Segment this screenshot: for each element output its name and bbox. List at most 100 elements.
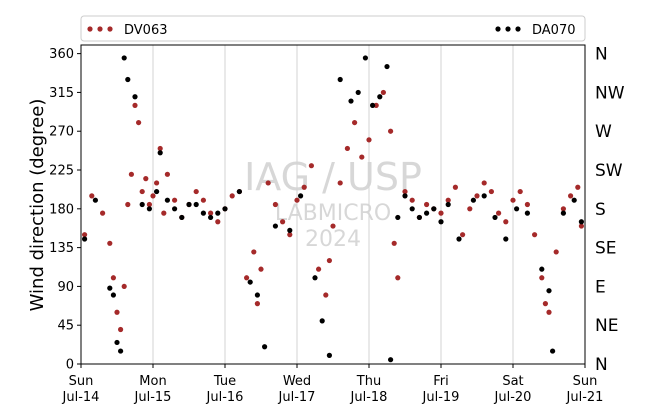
- point-da070: [337, 76, 343, 83]
- point-dv063: [89, 193, 95, 199]
- legend-box: [80, 15, 586, 42]
- point-dv063: [110, 275, 116, 281]
- point-dv063: [542, 301, 549, 307]
- x-tick-label-date: Jul-16: [206, 390, 244, 405]
- point-dv063: [359, 154, 365, 160]
- point-dv063: [575, 184, 581, 190]
- point-dv063: [546, 309, 552, 315]
- point-da070: [157, 150, 163, 156]
- point-dv063: [481, 180, 487, 186]
- point-da070: [82, 236, 88, 242]
- point-da070: [107, 285, 113, 291]
- point-da070: [146, 206, 152, 212]
- point-da070: [132, 94, 138, 100]
- direction-label: W: [595, 122, 612, 142]
- watermark-line-1: IAG / USP: [244, 155, 422, 199]
- x-tick-label-date: Jul-18: [350, 390, 388, 405]
- point-dv063: [136, 119, 142, 126]
- point-da070: [193, 201, 199, 208]
- point-dv063: [445, 197, 451, 203]
- y-tick-label: 180: [49, 202, 74, 217]
- legend-marker-da070: [495, 26, 521, 32]
- point-dv063: [143, 176, 149, 182]
- point-dv063: [200, 197, 206, 203]
- point-dv063: [229, 193, 235, 199]
- point-da070: [348, 98, 354, 104]
- point-dv063: [560, 206, 567, 212]
- point-dv063: [82, 232, 88, 238]
- point-da070: [298, 193, 304, 199]
- point-dv063: [524, 201, 531, 208]
- point-da070: [125, 76, 131, 83]
- point-da070: [362, 55, 368, 61]
- point-dv063: [474, 193, 480, 199]
- point-da070: [154, 188, 160, 195]
- point-dv063: [258, 266, 264, 272]
- point-da070: [262, 344, 268, 350]
- point-da070: [118, 348, 124, 354]
- point-da070: [431, 206, 437, 212]
- plot-frame: [80, 44, 586, 365]
- direction-label: S: [595, 200, 606, 220]
- direction-label: E: [595, 277, 606, 297]
- point-dv063: [251, 249, 257, 255]
- point-dv063: [391, 240, 397, 246]
- point-dv063: [125, 201, 131, 208]
- y-tick-label: 90: [57, 280, 74, 295]
- point-da070: [139, 201, 145, 208]
- x-tick-label-day: Thu: [356, 374, 381, 389]
- point-dv063: [154, 180, 160, 186]
- point-da070: [247, 279, 253, 285]
- x-tick-label-date: Jul-17: [278, 390, 316, 405]
- point-dv063: [366, 137, 372, 143]
- point-dv063: [323, 292, 329, 298]
- point-da070: [186, 201, 192, 208]
- legend-marker-dv063: [87, 26, 113, 32]
- point-da070: [222, 206, 228, 212]
- data-points: [82, 55, 585, 363]
- direction-axis: N NE E SE S SW W NW N: [595, 45, 625, 375]
- point-da070: [287, 227, 293, 233]
- x-tick-label-date: Jul-14: [62, 390, 100, 405]
- point-dv063: [316, 266, 322, 272]
- point-dv063: [164, 171, 170, 177]
- x-tick-label-day: Sun: [573, 374, 598, 389]
- x-tick-label-day: Mon: [139, 374, 166, 389]
- point-dv063: [215, 219, 221, 225]
- x-tick-label-day: Sat: [502, 374, 523, 389]
- point-da070: [514, 206, 520, 212]
- point-da070: [272, 223, 278, 229]
- point-dv063: [496, 210, 502, 216]
- point-dv063: [402, 188, 408, 195]
- y-tick-label: 315: [49, 86, 74, 101]
- point-da070: [503, 236, 509, 242]
- y-axis: 0 45 90 135 180 225 270 315 360: [49, 47, 81, 373]
- point-da070: [524, 210, 531, 216]
- point-dv063: [308, 163, 314, 169]
- point-dv063: [503, 219, 509, 225]
- point-da070: [578, 219, 585, 225]
- y-tick-label: 360: [49, 47, 74, 62]
- point-da070: [550, 348, 556, 354]
- point-da070: [370, 102, 376, 108]
- point-dv063: [438, 210, 444, 216]
- point-dv063: [395, 275, 401, 281]
- point-dv063: [128, 171, 134, 177]
- point-da070: [560, 210, 567, 216]
- x-tick-label-date: Jul-19: [422, 390, 460, 405]
- point-da070: [539, 266, 545, 272]
- point-dv063: [344, 145, 350, 152]
- y-tick-label: 135: [49, 241, 74, 256]
- point-dv063: [301, 184, 307, 190]
- legend: DV063 DA070: [80, 15, 586, 42]
- point-da070: [236, 188, 242, 195]
- point-dv063: [352, 119, 358, 126]
- point-dv063: [208, 210, 214, 216]
- point-dv063: [114, 309, 120, 315]
- point-da070: [200, 210, 206, 216]
- point-dv063: [118, 326, 124, 333]
- point-dv063: [265, 180, 271, 186]
- point-da070: [110, 292, 116, 298]
- point-da070: [409, 206, 415, 212]
